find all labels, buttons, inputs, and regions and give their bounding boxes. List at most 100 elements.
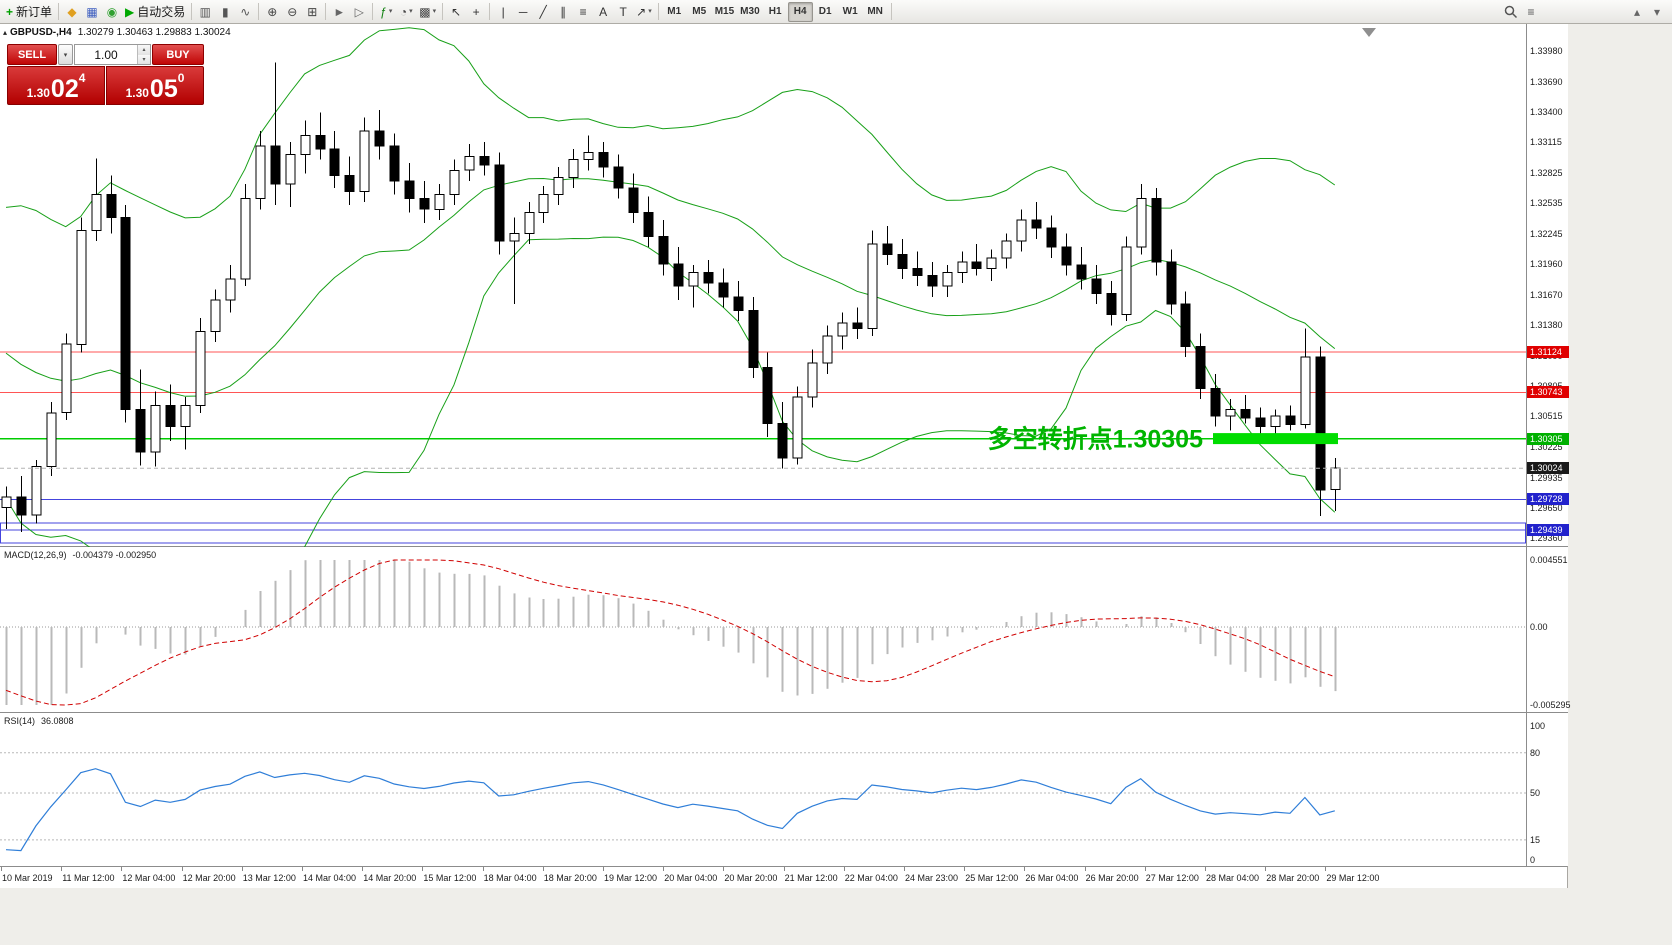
horizontal-level-lines bbox=[0, 351, 1526, 531]
text-button[interactable]: A bbox=[593, 2, 613, 22]
volume-down-icon[interactable]: ▾ bbox=[138, 54, 150, 64]
time-label: 25 Mar 12:00 bbox=[965, 873, 1019, 883]
sell-label-button[interactable]: SELL bbox=[7, 44, 57, 65]
fibonacci-button[interactable]: ≡ bbox=[573, 2, 593, 22]
zoom-out-button[interactable]: ⊖ bbox=[282, 2, 302, 22]
volume-up-icon[interactable]: ▴ bbox=[138, 45, 150, 55]
one-click-toggle-icon[interactable]: ▴ bbox=[3, 28, 8, 37]
candlestick-chart-button[interactable]: ▮ bbox=[215, 2, 235, 22]
price-tick-label: 1.29360 bbox=[1530, 533, 1563, 544]
time-tick bbox=[603, 867, 604, 871]
time-axis[interactable]: 10 Mar 2019 11 Mar 12:00 12 Mar 04:00 12 Ma… bbox=[0, 866, 1568, 888]
navigator-button[interactable]: ◉ bbox=[102, 2, 122, 22]
buy-price-pipette: 0 bbox=[177, 71, 185, 85]
scroll-up-button[interactable]: ▴ bbox=[1627, 2, 1647, 22]
line-chart-button[interactable]: ∿ bbox=[235, 2, 255, 22]
periods-icon: ◔ bbox=[399, 4, 408, 19]
crosshair-button[interactable]: + bbox=[466, 2, 486, 22]
timeframe-button-h4[interactable]: H4 bbox=[787, 1, 813, 22]
price-axis[interactable]: 1.33980 1.33690 1.33400 1.33115 1.32825 1.325… bbox=[1526, 24, 1569, 546]
arrows-icon: ↗ bbox=[636, 4, 647, 19]
periods-button[interactable]: ◔ ▾ bbox=[396, 2, 416, 22]
rsi-value: 36.0808 bbox=[41, 716, 74, 726]
price-tick-label: 1.32245 bbox=[1530, 229, 1563, 240]
main-toolbar: + 新订单 ◆ ▦ ◉ ▶ 自动交易 ▥ ▮ ∿ ⊕ ⊖ ⊞ ► ▷ ƒ ▾ ◔ ▾ ▩ ▾ ↖ + | ─ ╱ ∥ ≡ A T ↗ ▾ M1 M… bbox=[0, 0, 1672, 24]
search-button[interactable] bbox=[1501, 2, 1521, 22]
sell-price-pipette: 4 bbox=[78, 71, 86, 85]
time-label: 29 Mar 12:00 bbox=[1326, 873, 1380, 883]
rsi-axis[interactable]: 100 80 50 15 0 bbox=[1526, 713, 1568, 866]
quick-menu-button[interactable]: ≡ bbox=[1521, 2, 1541, 22]
time-label: 10 Mar 2019 bbox=[2, 873, 53, 883]
time-label: 15 Mar 12:00 bbox=[423, 873, 477, 883]
price-tick-label: 1.33400 bbox=[1530, 107, 1563, 118]
label-button[interactable]: T bbox=[613, 2, 633, 22]
market-watch-button[interactable]: ▦ bbox=[82, 2, 102, 22]
time-label: 11 Mar 12:00 bbox=[62, 873, 115, 883]
buy-label-button[interactable]: BUY bbox=[152, 44, 204, 65]
autotrading-button[interactable]: ▶ 自动交易 bbox=[122, 2, 188, 22]
tile-windows-button[interactable]: ⊞ bbox=[302, 2, 322, 22]
horizontal-line-button[interactable]: ─ bbox=[513, 2, 533, 22]
macd-axis-label: -0.005295 bbox=[1530, 700, 1571, 710]
macd-axis-label: 0.00 bbox=[1530, 622, 1548, 633]
chart-plot-area[interactable]: 多空转折点1.30305 bbox=[0, 24, 1526, 547]
timeframe-button-mn[interactable]: MN bbox=[867, 5, 883, 17]
tile-windows-icon: ⊞ bbox=[307, 4, 318, 19]
timeframe-button-m15[interactable]: M15 bbox=[714, 5, 735, 17]
volume-stepper[interactable]: ▴ ▾ bbox=[137, 45, 150, 64]
panel-toggle-button[interactable]: ▾ bbox=[1647, 2, 1667, 22]
cursor-button[interactable]: ↖ bbox=[446, 2, 466, 22]
channel-button[interactable]: ∥ bbox=[553, 2, 573, 22]
symbol-ohlc: 1.30279 1.30463 1.29883 1.30024 bbox=[77, 27, 231, 38]
price-badge-support-1: 1.29728 bbox=[1527, 493, 1569, 506]
templates-button[interactable]: ▩ ▾ bbox=[416, 2, 439, 22]
dropdown-arrow-icon: ▾ bbox=[409, 8, 413, 15]
new-order-button[interactable]: + 新订单 bbox=[3, 2, 55, 22]
trendline-button[interactable]: ╱ bbox=[533, 2, 553, 22]
zoom-in-button[interactable]: ⊕ bbox=[262, 2, 282, 22]
time-tick bbox=[121, 867, 123, 871]
indicators-button[interactable]: ƒ ▾ bbox=[376, 2, 396, 22]
rsi-plot-area[interactable] bbox=[0, 713, 1526, 866]
timeframe-button-h1[interactable]: H1 bbox=[768, 5, 782, 17]
time-label: 12 Mar 04:00 bbox=[122, 873, 176, 883]
timeframe-button-w1[interactable]: W1 bbox=[842, 5, 858, 17]
volume-input[interactable]: 1.00 ▴ ▾ bbox=[74, 44, 151, 65]
time-label: 24 Mar 23:00 bbox=[905, 873, 959, 883]
macd-axis-label: 0.004551 bbox=[1530, 555, 1568, 565]
timeframe-button-d1[interactable]: D1 bbox=[818, 5, 832, 17]
rsi-axis-label: 15 bbox=[1530, 834, 1541, 845]
bar-chart-icon: ▥ bbox=[199, 4, 211, 19]
price-tick-label: 1.31380 bbox=[1530, 320, 1563, 331]
toolbar-separator bbox=[258, 3, 260, 20]
sell-button[interactable]: 1.30 02 4 bbox=[7, 66, 105, 105]
vertical-line-button[interactable]: | bbox=[493, 2, 513, 22]
auto-scroll-button[interactable]: ► bbox=[329, 2, 349, 22]
arrows-button[interactable]: ↗ ▾ bbox=[633, 2, 655, 22]
dropdown-arrow-icon: ▾ bbox=[63, 51, 68, 59]
chart-shift-marker-icon[interactable] bbox=[1362, 28, 1376, 37]
support-zone-rectangle bbox=[0, 522, 1526, 544]
toolbar-separator bbox=[191, 3, 193, 20]
macd-axis[interactable]: 0.004551 0.00 -0.005295 bbox=[1526, 547, 1571, 712]
timeframe-button-m5[interactable]: M5 bbox=[692, 5, 707, 17]
buy-button[interactable]: 1.30 05 0 bbox=[106, 66, 204, 105]
macd-plot-area[interactable] bbox=[0, 547, 1526, 713]
bollinger-bands bbox=[5, 27, 1336, 547]
macd-pane: MACD(12,26,9) -0.004379 -0.002950 0.00455… bbox=[0, 547, 1571, 713]
vertical-line-icon: | bbox=[501, 4, 505, 19]
bar-chart-button[interactable]: ▥ bbox=[195, 2, 215, 22]
sell-price-main: 02 bbox=[50, 74, 79, 103]
chart-window-icon: ◆ bbox=[67, 4, 77, 19]
chart-window-button[interactable]: ◆ bbox=[62, 2, 82, 22]
macd-histogram bbox=[5, 560, 1337, 705]
timeframe-button-m1[interactable]: M1 bbox=[667, 5, 682, 17]
volume-dropdown-button[interactable]: ▾ bbox=[58, 44, 73, 65]
price-tick-label: 1.31960 bbox=[1530, 259, 1563, 270]
rsi-axis-label: 50 bbox=[1530, 788, 1541, 798]
timeframe-button-m30[interactable]: M30 bbox=[740, 5, 760, 17]
main-chart-pane: 多空转折点1.30305 1.33980 1.33690 1.33400 1.3311… bbox=[0, 24, 1569, 547]
chart-shift-button[interactable]: ▷ bbox=[349, 2, 369, 22]
time-label: 26 Mar 04:00 bbox=[1025, 873, 1079, 883]
